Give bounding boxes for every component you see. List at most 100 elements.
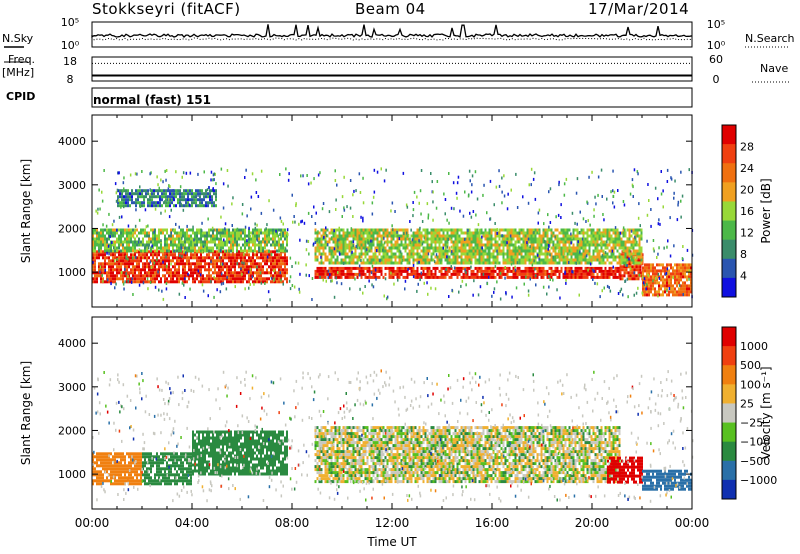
power-cell (676, 293, 678, 297)
power-cell (562, 261, 565, 265)
power-cell (592, 240, 595, 244)
power-cell (598, 261, 601, 265)
power-cell (146, 259, 148, 263)
power-cell (474, 234, 477, 238)
power-cell (100, 234, 102, 238)
power-cell (456, 237, 459, 241)
power-cell (226, 243, 228, 247)
power-cell (526, 228, 529, 232)
power-scatter (129, 173, 132, 177)
power-cell (96, 228, 98, 232)
power-cell (604, 255, 607, 259)
power-cell (169, 192, 171, 196)
power-cell (598, 266, 601, 270)
power-cell (358, 231, 361, 235)
power-cell (314, 272, 317, 276)
power-cell (422, 258, 425, 262)
power-cell (191, 195, 193, 199)
power-cell (621, 274, 624, 278)
power-cell (494, 237, 497, 241)
power-cell (346, 275, 349, 279)
power-cell (636, 234, 639, 238)
power-cell (454, 261, 457, 265)
power-cell (638, 249, 641, 253)
power-cell (536, 237, 539, 241)
power-cell (476, 237, 479, 241)
power-cell (328, 275, 331, 279)
power-cell (536, 269, 539, 273)
power-cell (128, 262, 130, 266)
power-cell (134, 274, 136, 278)
power-cell (474, 275, 477, 279)
power-cell (218, 265, 220, 269)
power-cell (152, 280, 154, 284)
power-scatter (322, 202, 325, 205)
power-cell (210, 277, 212, 281)
power-cell (232, 228, 234, 232)
power-cell (364, 228, 367, 232)
power-cell (186, 271, 188, 275)
power-cell (418, 228, 421, 232)
power-cell (334, 258, 337, 262)
power-cell (166, 253, 168, 257)
power-cell (484, 272, 487, 276)
power-cell (390, 258, 393, 262)
power-cell (490, 269, 493, 273)
power-cell (502, 246, 505, 250)
power-cell (668, 284, 670, 288)
power-scatter (232, 196, 234, 200)
power-cell (208, 268, 210, 272)
power-cell (442, 249, 445, 253)
power-cell (600, 266, 603, 270)
power-cell (490, 261, 493, 265)
power-cell (192, 231, 194, 235)
power-cell (104, 256, 106, 260)
power-cell (354, 252, 357, 256)
power-cell (466, 249, 469, 253)
power-scatter (97, 207, 99, 211)
power-cell (490, 231, 493, 235)
power-cell (346, 266, 349, 270)
power-scatter (212, 178, 214, 182)
power-cell (244, 240, 246, 244)
power-scatter (681, 194, 684, 198)
power-cell (186, 256, 188, 260)
power-cell (624, 234, 627, 238)
power-cell (580, 228, 583, 232)
power-cell (482, 252, 485, 256)
power-cell (562, 228, 565, 232)
power-cell (432, 252, 435, 256)
power-cell (552, 240, 555, 244)
power-cell (374, 258, 377, 262)
power-cell (574, 275, 577, 279)
power-cell (412, 246, 415, 250)
power-cell (434, 237, 437, 241)
power-cell (154, 237, 156, 241)
power-cell (182, 253, 184, 257)
power-scatter (101, 273, 103, 277)
power-scatter (412, 275, 415, 279)
power-scatter (470, 215, 473, 219)
power-scatter (101, 199, 104, 203)
power-cell (260, 256, 262, 260)
power-cell (476, 240, 479, 244)
power-cell (672, 284, 674, 288)
power-cell (444, 272, 447, 276)
power-cell (478, 234, 481, 238)
noise-panel-frame (91, 21, 693, 48)
power-cell (610, 234, 613, 238)
power-scatter (548, 275, 550, 278)
power-cell (596, 228, 599, 232)
power-cell (168, 253, 170, 257)
power-cell (188, 249, 190, 253)
power-cell (682, 269, 684, 273)
power-cell (627, 265, 630, 269)
power-cell (512, 234, 515, 238)
power-cell (102, 262, 104, 266)
power-cell (236, 277, 238, 281)
label-freq-unit: [MHz] (2, 66, 35, 79)
power-scatter (360, 259, 362, 262)
power-cell (324, 266, 327, 270)
power-cell (370, 258, 373, 262)
power-cell (544, 243, 547, 247)
